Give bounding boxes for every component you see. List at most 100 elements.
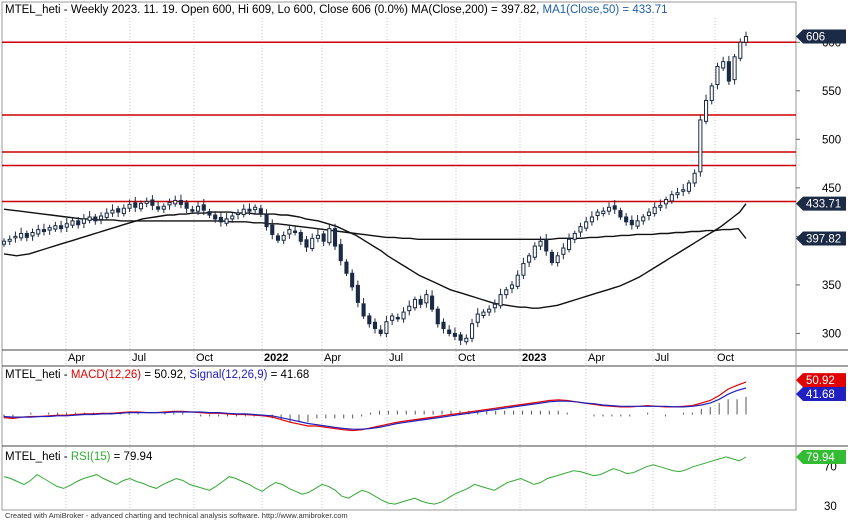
candle-body <box>161 205 166 210</box>
candle-body <box>304 239 309 248</box>
candle-body <box>515 274 520 287</box>
candle-body <box>475 313 480 323</box>
candle-body <box>70 220 75 226</box>
candle-body <box>81 218 86 224</box>
rsi-line <box>3 456 747 505</box>
candle-body <box>652 206 657 215</box>
candle-body <box>201 204 206 211</box>
candle-body <box>310 237 315 250</box>
candle-body <box>47 227 52 231</box>
close-badge-shape <box>796 29 846 44</box>
candle-body <box>492 303 497 309</box>
candle-body <box>264 213 269 228</box>
signal-line <box>3 387 747 430</box>
candle-body <box>41 229 47 233</box>
date-tick-label: Oct <box>717 352 734 364</box>
candle-body <box>498 294 503 307</box>
date-tick-label: Jul <box>655 352 669 364</box>
candle-body <box>150 199 155 206</box>
candle-body <box>487 308 492 313</box>
candle-body <box>196 205 201 212</box>
candle-body <box>504 289 509 296</box>
candle-body <box>646 211 652 217</box>
candle-body <box>270 224 275 235</box>
candle-body <box>350 272 355 288</box>
candle-body <box>167 201 172 206</box>
candle-body <box>281 234 286 241</box>
candle-body <box>384 321 389 334</box>
candle-body <box>93 216 98 222</box>
close-badge: 606 <box>796 29 846 44</box>
candle-body <box>721 61 726 69</box>
candle-body <box>629 219 634 226</box>
candle-body <box>458 334 463 341</box>
candle-body <box>332 228 338 247</box>
candle-body <box>247 208 252 212</box>
macd-badge-shape <box>796 373 846 388</box>
candle-body <box>618 210 623 218</box>
date-tick-label: Jul <box>132 352 146 364</box>
candle-body <box>218 216 223 223</box>
close-badge-text: 606 <box>806 31 825 43</box>
candle-body <box>430 295 435 310</box>
candle-body <box>361 303 366 317</box>
candle-body <box>338 244 343 262</box>
candle-body <box>578 226 583 233</box>
candle-body <box>635 220 640 227</box>
moving-averages <box>3 203 747 309</box>
macd-histogram <box>3 396 747 423</box>
candle-body <box>133 202 138 208</box>
horizontal-levels <box>2 41 796 203</box>
candle-body <box>213 214 218 220</box>
candle-body <box>378 329 383 334</box>
vertical-gridlines <box>65 18 716 510</box>
candle-body <box>606 206 612 212</box>
signal-badge-shape <box>796 387 846 402</box>
candle-body <box>447 329 452 334</box>
candle-body <box>424 294 429 304</box>
candle-body <box>178 199 183 205</box>
candle-body <box>98 215 104 220</box>
candle-body <box>584 221 589 229</box>
candle-body <box>116 208 121 213</box>
candle-body <box>743 35 749 43</box>
candle-body <box>527 255 532 263</box>
candle-body <box>36 229 41 235</box>
candle-body <box>412 298 418 309</box>
candle-body <box>59 225 64 230</box>
candle-body <box>110 209 115 214</box>
candle-body <box>2 240 7 245</box>
candle-body <box>76 220 81 226</box>
candle-body <box>715 66 720 85</box>
candle-body <box>190 209 195 212</box>
candle-body <box>509 284 515 289</box>
candle-body <box>698 119 703 173</box>
candle-body <box>407 305 412 312</box>
candle-body <box>258 208 263 215</box>
ma50-badge-shape <box>796 196 846 211</box>
candle-body <box>144 200 149 204</box>
candle-body <box>24 232 29 238</box>
candle-body <box>589 216 594 223</box>
ma50-badge-text: 433.71 <box>806 199 841 211</box>
date-tick-label: 2023 <box>522 352 546 364</box>
candle-body <box>418 298 423 305</box>
date-tick-label: 2022 <box>264 352 288 364</box>
candle-body <box>692 172 697 184</box>
value-badges: 606 433.71 397.82 50.92 41.68 79.94 <box>796 29 846 464</box>
candle-body <box>601 210 606 215</box>
candle-body <box>624 216 629 223</box>
candle-body <box>675 192 680 196</box>
rsi-tick-label: 30 <box>824 501 837 513</box>
date-tick-label: Apr <box>324 352 341 364</box>
candle-body <box>595 211 600 217</box>
candle-body <box>327 228 332 244</box>
candle-body <box>726 61 731 82</box>
ma200-badge-text: 397.82 <box>806 233 841 245</box>
candle-body <box>30 232 35 237</box>
price-panel-title: MTEL_heti - Weekly 2023. 11. 19. Open 60… <box>5 4 668 16</box>
candle-body <box>13 235 18 239</box>
candle-body <box>555 255 560 264</box>
candle-body <box>19 232 24 239</box>
